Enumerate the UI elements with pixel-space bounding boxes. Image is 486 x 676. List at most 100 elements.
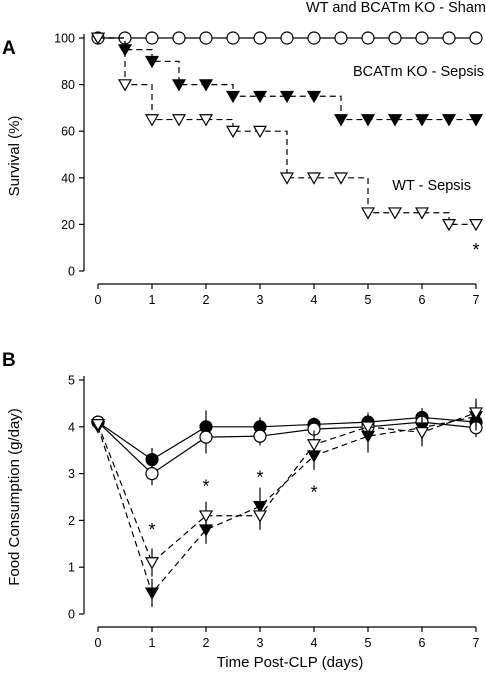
b-series-3-marker bbox=[144, 557, 160, 570]
a-series-0-marker bbox=[361, 31, 375, 45]
b-y-tick-label: 1 bbox=[68, 561, 75, 575]
a-series-0-marker bbox=[280, 31, 294, 45]
a-series-2-marker bbox=[468, 219, 484, 232]
a-series-2-marker bbox=[117, 79, 133, 92]
a-x-tick-label: 2 bbox=[203, 293, 210, 307]
b-series-2-line bbox=[97, 415, 477, 595]
a-series-2-marker bbox=[441, 219, 457, 232]
b-series-3-line bbox=[97, 412, 477, 564]
food-y-axis-label: Food Consumption (g/day) bbox=[6, 408, 23, 586]
a-x-tick-label: 4 bbox=[311, 293, 318, 307]
a-y-tick-label: 0 bbox=[68, 265, 75, 279]
b-y-tick-label: 0 bbox=[68, 608, 75, 622]
b-x-tick-label: 2 bbox=[203, 636, 210, 650]
a-series-0-marker bbox=[145, 31, 159, 45]
a-y-tick-label: 100 bbox=[54, 32, 75, 46]
a-series-1-marker bbox=[198, 79, 214, 92]
a-series-0-marker bbox=[415, 31, 429, 45]
food-axes: 0 1 2 3 4 5 0 1 2 3 4 5 6 7 bbox=[68, 374, 479, 651]
b-series-1-marker bbox=[145, 467, 159, 481]
a-series-2-marker bbox=[144, 114, 160, 127]
food-consumption-chart: B 0 1 2 3 4 5 0 1 2 3 4 5 6 7 * * * * Food Consumption (… bbox=[2, 350, 484, 651]
b-significance-star: * bbox=[202, 477, 209, 497]
a-series-2-marker bbox=[171, 114, 187, 127]
a-series-0-marker bbox=[388, 31, 402, 45]
b-x-tick-label: 6 bbox=[419, 636, 426, 650]
a-series-2-marker bbox=[333, 172, 349, 185]
b-series-1-marker bbox=[253, 429, 267, 443]
a-series-1-marker bbox=[225, 90, 241, 104]
series-label-bcatm-ko-sepsis: BCATm KO - Sepsis bbox=[353, 64, 484, 80]
a-series-2-marker bbox=[225, 125, 241, 139]
a-series-0-marker bbox=[307, 31, 321, 45]
a-series-1-marker bbox=[414, 114, 430, 127]
a-series-0-marker bbox=[469, 31, 483, 45]
b-y-tick-label: 4 bbox=[68, 420, 75, 434]
a-y-tick-label: 80 bbox=[61, 78, 75, 92]
a-series-0-marker bbox=[226, 31, 240, 45]
panel-b-letter: B bbox=[2, 350, 16, 371]
a-series-0-marker bbox=[172, 31, 186, 45]
b-significance-star: * bbox=[148, 520, 155, 540]
b-y-tick-label: 2 bbox=[68, 514, 75, 528]
a-series-2-marker bbox=[252, 125, 268, 139]
a-series-2-marker bbox=[360, 207, 376, 220]
b-series-3-marker bbox=[252, 510, 268, 523]
b-series-3-marker bbox=[198, 510, 214, 523]
b-x-tick-label: 5 bbox=[365, 636, 372, 650]
a-series-1-marker bbox=[468, 114, 484, 127]
b-series-2-marker bbox=[144, 587, 160, 600]
b-series-1-line bbox=[97, 421, 477, 475]
b-series-3-marker bbox=[468, 407, 484, 420]
b-series-3-marker bbox=[306, 439, 322, 452]
a-x-tick-label: 7 bbox=[473, 293, 480, 307]
series-label-sham: WT and BCATm KO - Sham bbox=[306, 0, 486, 16]
survival-chart: A 0 20 40 60 80 100 0 1 2 3 4 5 6 7 * WT and BCATm KO… bbox=[2, 0, 486, 307]
b-series-3-marker bbox=[90, 419, 106, 432]
a-series-1-line bbox=[98, 37, 476, 121]
a-significance-star: * bbox=[472, 240, 479, 260]
b-series-3-marker bbox=[360, 421, 376, 434]
a-series-1-marker bbox=[360, 114, 376, 127]
a-x-tick-label: 1 bbox=[149, 293, 156, 307]
a-series-1-marker bbox=[279, 90, 295, 104]
a-series-1-marker bbox=[306, 90, 322, 104]
a-series-0-marker bbox=[199, 31, 213, 45]
a-series-0-marker bbox=[334, 31, 348, 45]
survival-series: * bbox=[90, 31, 484, 260]
b-significance-star: * bbox=[256, 467, 263, 487]
a-series-1-marker bbox=[252, 90, 268, 104]
survival-y-axis-label: Survival (%) bbox=[6, 116, 23, 197]
a-series-1-marker bbox=[144, 55, 160, 69]
survival-series-labels: WT and BCATm KO - Sham BCATm KO - Sepsis… bbox=[306, 0, 486, 194]
a-series-1-marker bbox=[387, 114, 403, 127]
a-series-0-marker bbox=[253, 31, 267, 45]
b-x-tick-label: 4 bbox=[311, 636, 318, 650]
a-series-2-marker bbox=[387, 207, 403, 220]
a-series-2-marker bbox=[198, 114, 214, 127]
a-series-2-marker bbox=[414, 207, 430, 220]
b-y-tick-label: 3 bbox=[68, 467, 75, 481]
b-series-1-marker bbox=[199, 430, 213, 444]
a-series-1-marker bbox=[441, 114, 457, 127]
a-y-tick-label: 40 bbox=[61, 171, 75, 185]
b-series-0-line bbox=[97, 416, 477, 461]
b-significance-star: * bbox=[310, 482, 317, 502]
panel-a-letter: A bbox=[2, 38, 16, 59]
a-series-0-marker bbox=[442, 31, 456, 45]
survival-axes: 0 20 40 60 80 100 0 1 2 3 4 5 6 7 bbox=[54, 32, 479, 308]
a-series-2-marker bbox=[90, 32, 106, 45]
b-x-tick-label: 7 bbox=[473, 636, 480, 650]
a-x-tick-label: 5 bbox=[365, 293, 372, 307]
b-x-tick-label: 0 bbox=[95, 636, 102, 650]
series-label-wt-sepsis: WT - Sepsis bbox=[392, 178, 471, 194]
b-y-tick-label: 5 bbox=[68, 374, 75, 388]
time-x-axis-label: Time Post-CLP (days) bbox=[217, 654, 364, 671]
food-series: * * * * bbox=[90, 398, 484, 607]
a-series-2-marker bbox=[279, 172, 295, 185]
b-series-3-marker bbox=[414, 427, 430, 440]
b-x-tick-label: 1 bbox=[149, 636, 156, 650]
a-series-1-marker bbox=[333, 114, 349, 127]
a-x-tick-label: 6 bbox=[419, 293, 426, 307]
